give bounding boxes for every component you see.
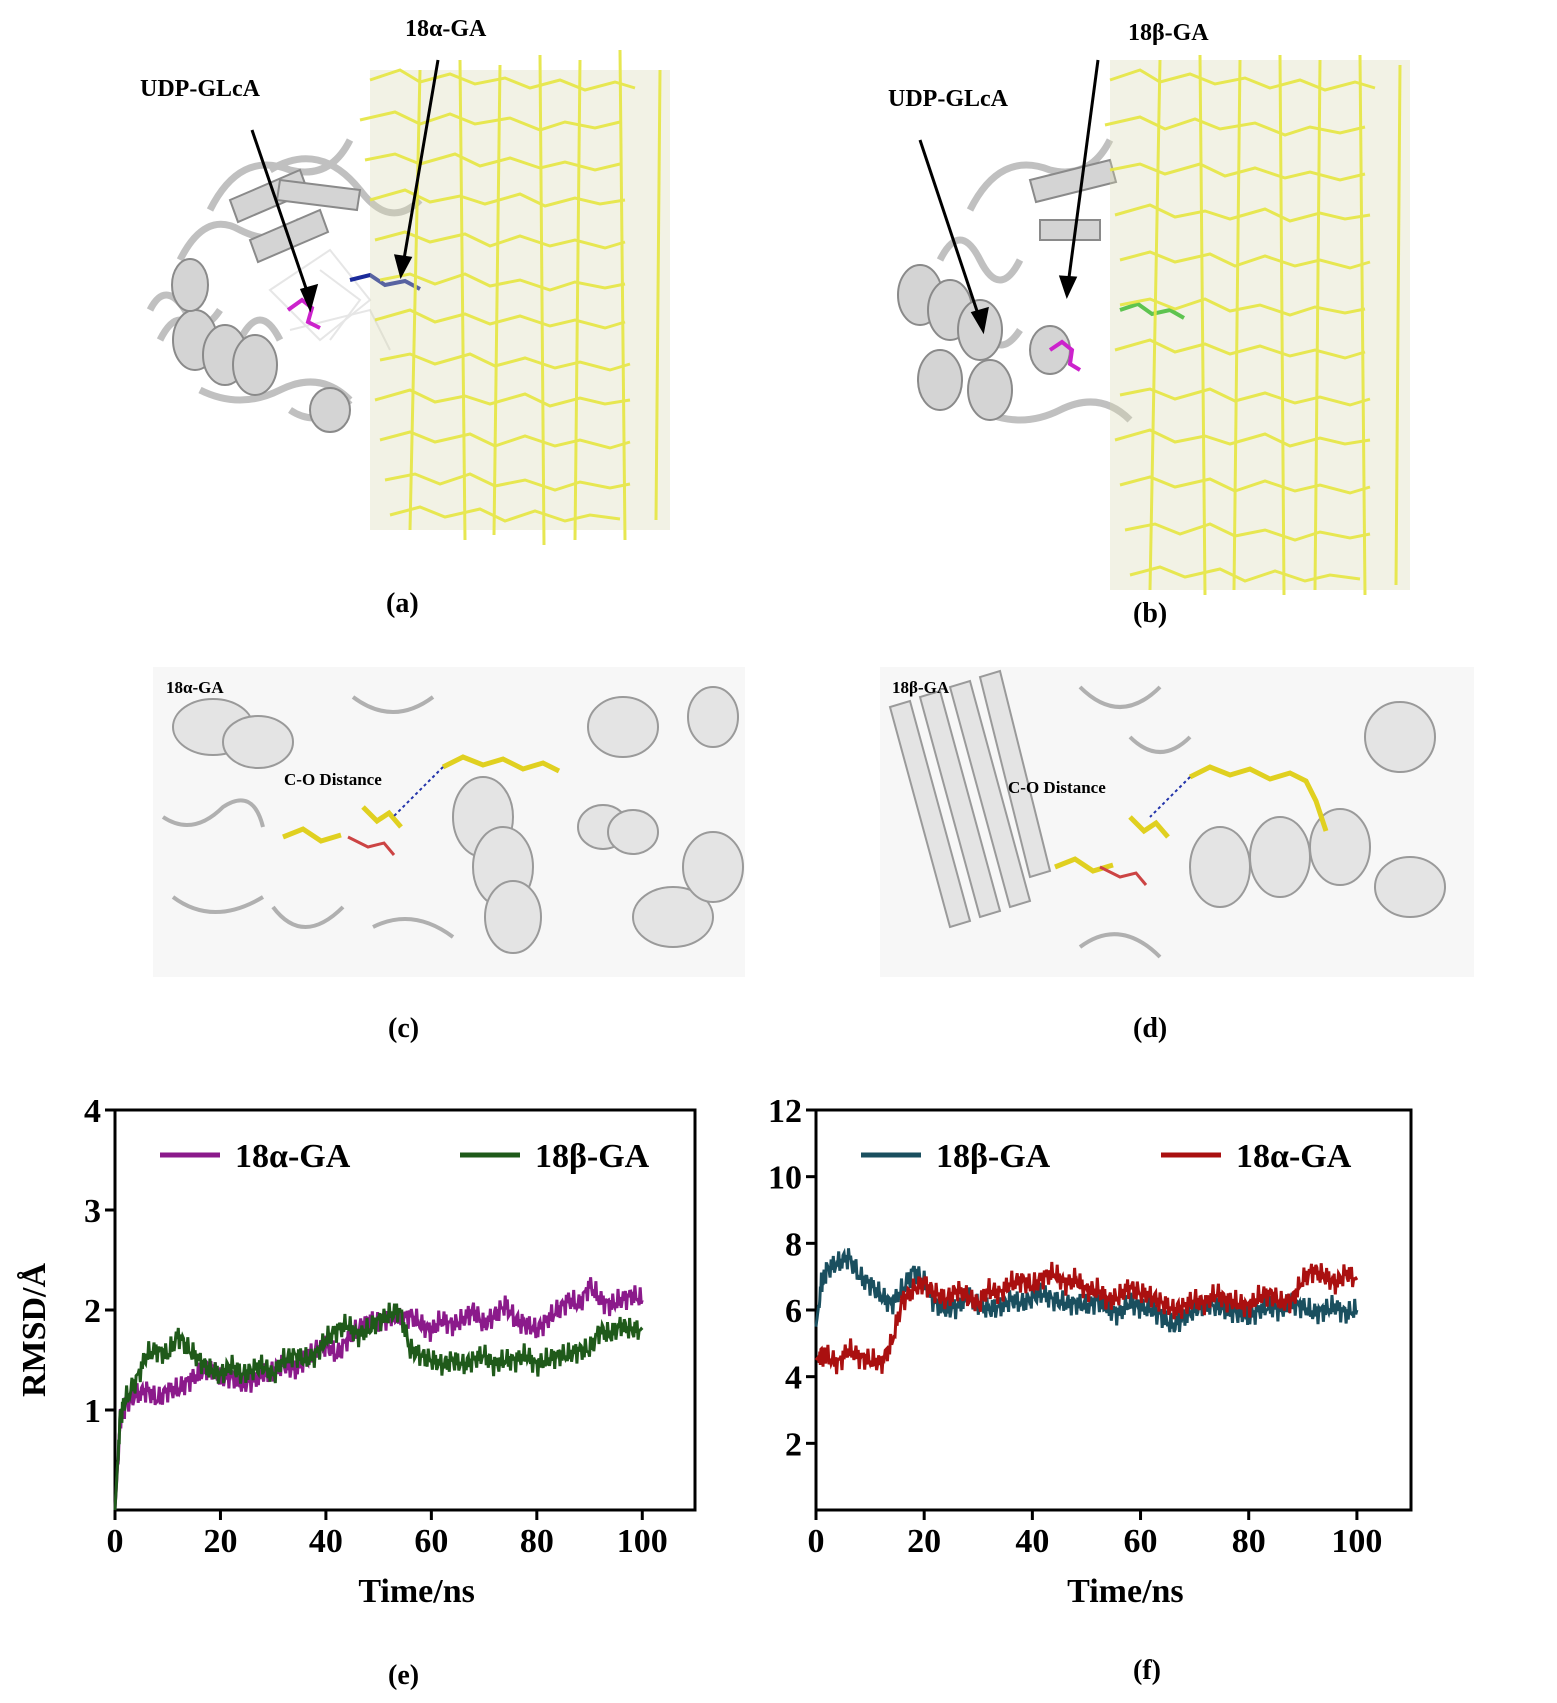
rmsd-chart: 0 20 40 60 80 100 1 2 3 4 Time/ns RMSD/Å 18α-GA 18β-G…	[16, 1093, 697, 1610]
panel-d-label: (d)	[1133, 1013, 1168, 1044]
y-tick-label: 3	[84, 1193, 101, 1230]
panel-c-image	[153, 667, 745, 977]
panel-d-image	[880, 667, 1474, 977]
panel-b-cofactor-label: UDP-GLcA	[888, 86, 1008, 112]
series-line-2	[113, 1302, 644, 1511]
y-tick-label: 12	[770, 1093, 802, 1130]
panel-b-label: (b)	[1133, 598, 1168, 629]
x-tick-label: 60	[414, 1523, 448, 1560]
x-tick-label: 100	[1331, 1523, 1382, 1560]
x-axis-label: Time/ns	[358, 1573, 475, 1610]
panel-b-ligand-label: 18β-GA	[1128, 20, 1209, 46]
panel-c-title: 18α-GA	[166, 678, 224, 697]
cofactor-a	[286, 297, 321, 330]
x-tick-label: 40	[309, 1523, 343, 1560]
x-tick-label: 0	[808, 1523, 825, 1560]
x-axis-label: Time/ns	[1067, 1573, 1184, 1610]
legend-label-1: 18α-GA	[235, 1138, 351, 1175]
y-tick-label: 8	[785, 1226, 802, 1263]
distance-chart: 02040608010024681012Time/nsDistance/Å18β…	[770, 1093, 1413, 1610]
panel-a-image	[120, 10, 740, 570]
x-tick-label: 0	[107, 1523, 124, 1560]
x-tick-label: 100	[617, 1523, 668, 1560]
panel-a-ligand-label: 18α-GA	[405, 16, 487, 42]
y-tick-label: 2	[84, 1293, 101, 1330]
panel-f-label: (f)	[1133, 1655, 1161, 1686]
y-tick-label: 1	[84, 1393, 101, 1430]
x-tick-label: 20	[203, 1523, 237, 1560]
series-line-1	[113, 1277, 644, 1511]
y-tick-label: 6	[785, 1293, 802, 1330]
y-axis-label: RMSD/Å	[16, 1263, 53, 1398]
y-tick-label: 10	[770, 1160, 802, 1197]
y-tick-label: 2	[785, 1426, 802, 1463]
legend-label-2: 18β-GA	[535, 1138, 650, 1175]
series-line-2	[814, 1261, 1359, 1375]
x-tick-label: 60	[1124, 1523, 1158, 1560]
series-line-1	[814, 1247, 1359, 1333]
panel-c-label: (c)	[388, 1013, 420, 1044]
y-tick-label: 4	[84, 1093, 101, 1130]
panel-b-image	[880, 30, 1440, 620]
ligand-c	[282, 754, 561, 844]
y-tick-label: 4	[785, 1360, 802, 1397]
legend-label-2: 18α-GA	[1236, 1138, 1352, 1175]
x-tick-label: 20	[907, 1523, 941, 1560]
panel-d-distance-label: C-O Distance	[1008, 778, 1106, 797]
panel-c-distance-label: C-O Distance	[284, 770, 382, 789]
x-tick-label: 80	[1232, 1523, 1266, 1560]
legend-label-1: 18β-GA	[936, 1138, 1051, 1175]
x-tick-label: 80	[520, 1523, 554, 1560]
panel-d-title: 18β-GA	[892, 678, 950, 697]
panel-a-label: (a)	[386, 588, 419, 619]
x-tick-label: 40	[1015, 1523, 1049, 1560]
panel-a-cofactor-label: UDP-GLcA	[140, 76, 260, 102]
panel-e-label: (e)	[388, 1660, 420, 1691]
